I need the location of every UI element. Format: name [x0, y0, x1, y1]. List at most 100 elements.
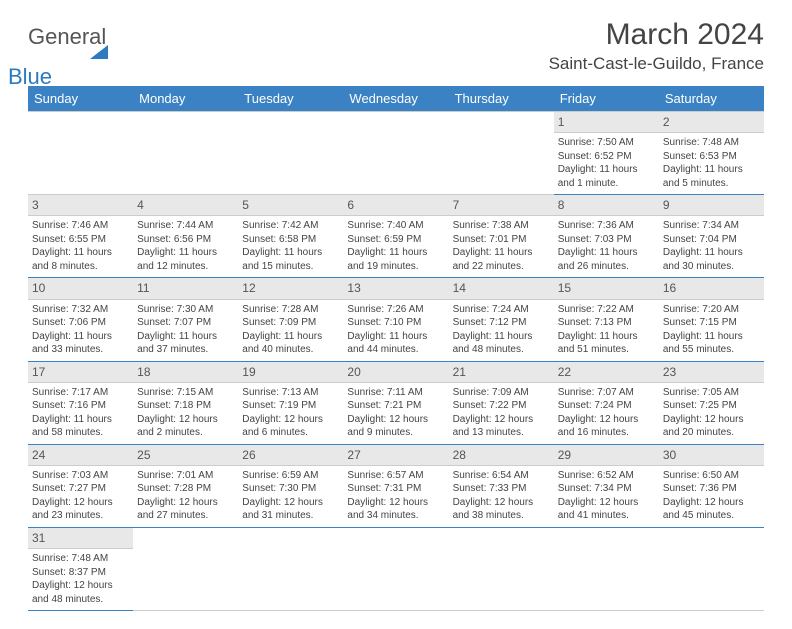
day-info-line: Daylight: 12 hours: [242, 413, 339, 427]
day-number: 5: [238, 195, 343, 216]
page-header: General Blue March 2024 Saint-Cast-le-Gu…: [28, 18, 764, 76]
day-info: Sunrise: 6:54 AMSunset: 7:33 PMDaylight:…: [453, 468, 550, 523]
day-number: 1: [554, 112, 659, 133]
day-number: 21: [449, 362, 554, 383]
day-number: 8: [554, 195, 659, 216]
day-info-line: Sunrise: 7:03 AM: [32, 469, 129, 483]
day-number: 18: [133, 362, 238, 383]
calendar-day-cell: 27Sunrise: 6:57 AMSunset: 7:31 PMDayligh…: [343, 444, 448, 527]
brand-logo: General Blue: [28, 24, 124, 76]
day-number: 31: [28, 528, 133, 549]
day-info-line: Daylight: 11 hours: [558, 330, 655, 344]
calendar-body: 1Sunrise: 7:50 AMSunset: 6:52 PMDaylight…: [28, 112, 764, 611]
day-info-line: Sunset: 7:18 PM: [137, 399, 234, 413]
day-info-line: Sunrise: 6:54 AM: [453, 469, 550, 483]
day-number: 25: [133, 445, 238, 466]
day-info-line: Sunrise: 7:48 AM: [663, 136, 760, 150]
day-info: Sunrise: 7:42 AMSunset: 6:58 PMDaylight:…: [242, 218, 339, 273]
day-info-line: Sunrise: 7:17 AM: [32, 386, 129, 400]
weekday-header: Thursday: [449, 86, 554, 112]
day-info-line: Sunset: 7:13 PM: [558, 316, 655, 330]
month-title: March 2024: [549, 18, 764, 52]
day-number: 30: [659, 445, 764, 466]
day-info-line: Sunset: 7:28 PM: [137, 482, 234, 496]
day-info-line: Daylight: 12 hours: [32, 496, 129, 510]
day-info: Sunrise: 7:44 AMSunset: 6:56 PMDaylight:…: [137, 218, 234, 273]
day-info-line: Daylight: 11 hours: [347, 330, 444, 344]
day-info: Sunrise: 7:48 AMSunset: 6:53 PMDaylight:…: [663, 135, 760, 190]
day-info-line: and 55 minutes.: [663, 343, 760, 357]
day-info-line: Sunset: 8:37 PM: [32, 566, 129, 580]
day-info: Sunrise: 7:48 AMSunset: 8:37 PMDaylight:…: [32, 551, 129, 606]
day-info: Sunrise: 7:07 AMSunset: 7:24 PMDaylight:…: [558, 385, 655, 440]
day-number: 4: [133, 195, 238, 216]
day-number: 12: [238, 278, 343, 299]
day-number: 10: [28, 278, 133, 299]
day-info: Sunrise: 6:59 AMSunset: 7:30 PMDaylight:…: [242, 468, 339, 523]
day-info-line: Daylight: 11 hours: [32, 246, 129, 260]
calendar-empty-cell: [554, 527, 659, 610]
day-info-line: and 1 minute.: [558, 177, 655, 191]
calendar-empty-cell: [343, 527, 448, 610]
calendar-day-cell: 5Sunrise: 7:42 AMSunset: 6:58 PMDaylight…: [238, 195, 343, 278]
calendar-day-cell: 13Sunrise: 7:26 AMSunset: 7:10 PMDayligh…: [343, 278, 448, 361]
calendar-day-cell: 9Sunrise: 7:34 AMSunset: 7:04 PMDaylight…: [659, 195, 764, 278]
calendar-day-cell: 24Sunrise: 7:03 AMSunset: 7:27 PMDayligh…: [28, 444, 133, 527]
day-info-line: and 5 minutes.: [663, 177, 760, 191]
day-info-line: Daylight: 12 hours: [453, 413, 550, 427]
day-info-line: Daylight: 12 hours: [347, 413, 444, 427]
day-info-line: Sunset: 6:56 PM: [137, 233, 234, 247]
day-number: 11: [133, 278, 238, 299]
calendar-day-cell: 17Sunrise: 7:17 AMSunset: 7:16 PMDayligh…: [28, 361, 133, 444]
calendar-day-cell: 10Sunrise: 7:32 AMSunset: 7:06 PMDayligh…: [28, 278, 133, 361]
calendar-table: SundayMondayTuesdayWednesdayThursdayFrid…: [28, 86, 764, 611]
calendar-day-cell: 14Sunrise: 7:24 AMSunset: 7:12 PMDayligh…: [449, 278, 554, 361]
day-info-line: Sunrise: 7:30 AM: [137, 303, 234, 317]
day-info-line: Daylight: 12 hours: [558, 413, 655, 427]
calendar-day-cell: 4Sunrise: 7:44 AMSunset: 6:56 PMDaylight…: [133, 195, 238, 278]
calendar-day-cell: 22Sunrise: 7:07 AMSunset: 7:24 PMDayligh…: [554, 361, 659, 444]
day-info-line: Sunrise: 7:34 AM: [663, 219, 760, 233]
day-info-line: and 38 minutes.: [453, 509, 550, 523]
calendar-week-row: 31Sunrise: 7:48 AMSunset: 8:37 PMDayligh…: [28, 527, 764, 610]
calendar-day-cell: 2Sunrise: 7:48 AMSunset: 6:53 PMDaylight…: [659, 112, 764, 195]
day-info-line: Sunrise: 7:15 AM: [137, 386, 234, 400]
day-info: Sunrise: 7:34 AMSunset: 7:04 PMDaylight:…: [663, 218, 760, 273]
day-info-line: and 31 minutes.: [242, 509, 339, 523]
logo-mark-icon: [90, 20, 108, 59]
calendar-empty-cell: [133, 112, 238, 195]
day-info: Sunrise: 7:46 AMSunset: 6:55 PMDaylight:…: [32, 218, 129, 273]
calendar-empty-cell: [659, 527, 764, 610]
calendar-day-cell: 23Sunrise: 7:05 AMSunset: 7:25 PMDayligh…: [659, 361, 764, 444]
day-info-line: Daylight: 12 hours: [663, 413, 760, 427]
day-info-line: and 30 minutes.: [663, 260, 760, 274]
day-info-line: Sunrise: 7:44 AM: [137, 219, 234, 233]
day-info-line: Sunset: 7:03 PM: [558, 233, 655, 247]
day-info-line: Sunset: 7:27 PM: [32, 482, 129, 496]
day-info-line: Daylight: 11 hours: [663, 163, 760, 177]
calendar-day-cell: 11Sunrise: 7:30 AMSunset: 7:07 PMDayligh…: [133, 278, 238, 361]
day-number: 17: [28, 362, 133, 383]
day-info-line: Sunset: 7:19 PM: [242, 399, 339, 413]
day-info-line: and 34 minutes.: [347, 509, 444, 523]
calendar-empty-cell: [238, 527, 343, 610]
day-info-line: Sunrise: 7:24 AM: [453, 303, 550, 317]
day-info-line: and 23 minutes.: [32, 509, 129, 523]
day-info: Sunrise: 7:28 AMSunset: 7:09 PMDaylight:…: [242, 302, 339, 357]
logo-text: General Blue: [28, 24, 124, 76]
calendar-week-row: 3Sunrise: 7:46 AMSunset: 6:55 PMDaylight…: [28, 195, 764, 278]
day-info-line: Sunrise: 7:11 AM: [347, 386, 444, 400]
day-info-line: and 51 minutes.: [558, 343, 655, 357]
day-info-line: and 2 minutes.: [137, 426, 234, 440]
day-info-line: Sunrise: 7:09 AM: [453, 386, 550, 400]
day-info: Sunrise: 6:57 AMSunset: 7:31 PMDaylight:…: [347, 468, 444, 523]
day-info-line: and 27 minutes.: [137, 509, 234, 523]
day-info-line: Daylight: 11 hours: [32, 330, 129, 344]
day-info: Sunrise: 7:11 AMSunset: 7:21 PMDaylight:…: [347, 385, 444, 440]
day-info: Sunrise: 7:22 AMSunset: 7:13 PMDaylight:…: [558, 302, 655, 357]
day-info-line: Sunrise: 7:40 AM: [347, 219, 444, 233]
day-info-line: Daylight: 12 hours: [137, 496, 234, 510]
calendar-day-cell: 3Sunrise: 7:46 AMSunset: 6:55 PMDaylight…: [28, 195, 133, 278]
day-info-line: Sunset: 7:25 PM: [663, 399, 760, 413]
calendar-day-cell: 20Sunrise: 7:11 AMSunset: 7:21 PMDayligh…: [343, 361, 448, 444]
